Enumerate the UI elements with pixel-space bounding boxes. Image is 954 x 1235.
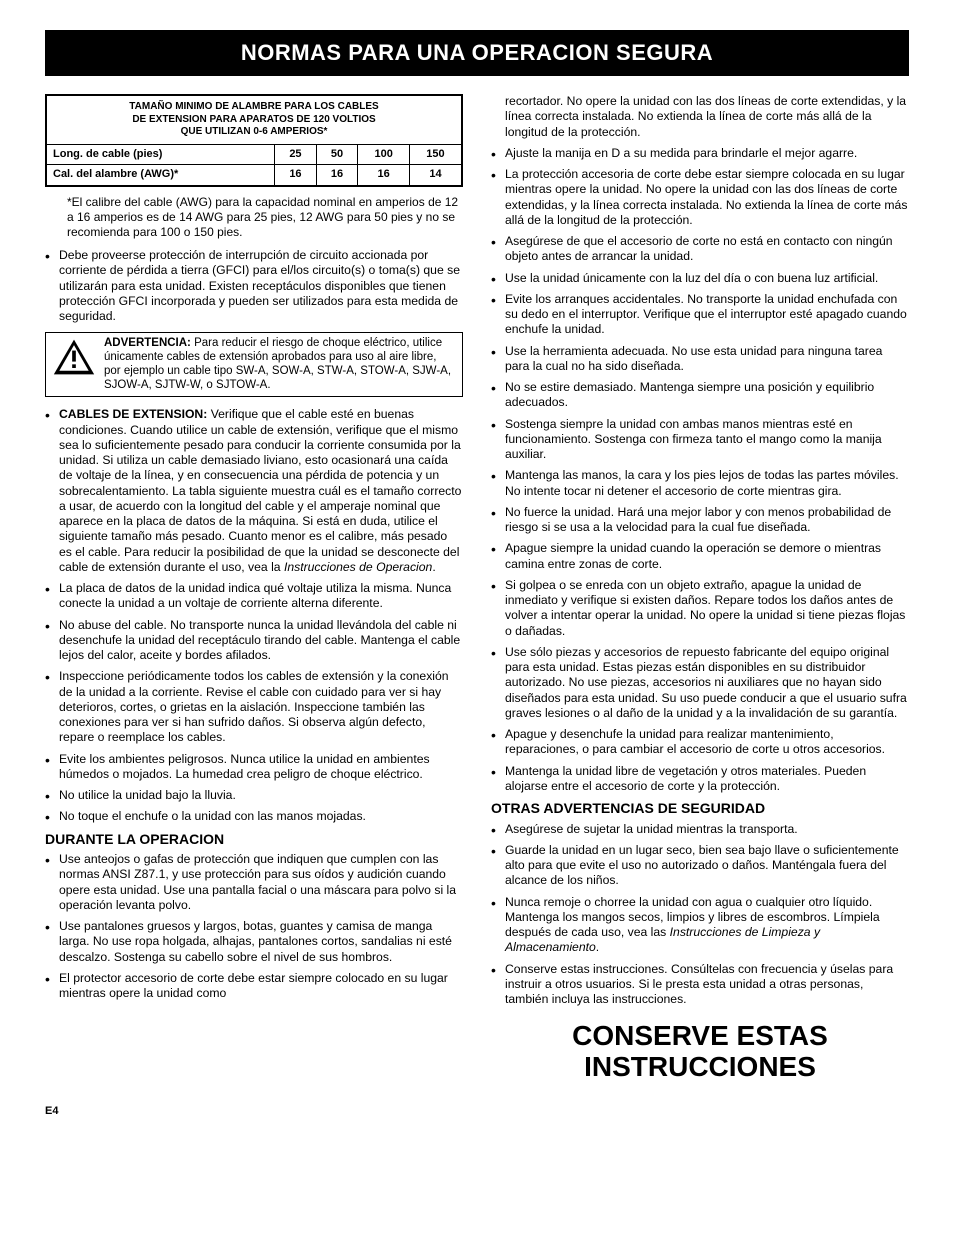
list-item: Ajuste la manija en D a su medida para b… [491, 146, 909, 161]
list-item: No se estire demasiado. Mantenga siempre… [491, 380, 909, 411]
table-cell: 14 [409, 165, 462, 186]
conserve-heading: CONSERVE ESTAS INSTRUCCIONES [491, 1021, 909, 1083]
two-column-layout: TAMAÑO MINIMO DE ALAMBRE PARA LOS CABLES… [45, 94, 909, 1083]
list-item: Sostenga siempre la unidad con ambas man… [491, 417, 909, 463]
list-item: Mantenga las manos, la cara y los pies l… [491, 468, 909, 499]
list-item: El protector accesorio de corte debe est… [45, 971, 463, 1002]
continuation-text: recortador. No opere la unidad con las d… [491, 94, 909, 140]
list-item: La protección accesoria de corte debe es… [491, 167, 909, 228]
table-cell: 100 [358, 144, 410, 165]
list-item: La placa de datos de la unidad indica qu… [45, 581, 463, 612]
table-row-label: Cal. del alambre (AWG)* [46, 165, 275, 186]
table-cell: 25 [275, 144, 317, 165]
list-item: Asegúrese de que el accesorio de corte n… [491, 234, 909, 265]
table-cell: 16 [275, 165, 317, 186]
wire-gauge-table: TAMAÑO MINIMO DE ALAMBRE PARA LOS CABLES… [45, 94, 463, 187]
table-cell: 16 [358, 165, 410, 186]
table-cell: 150 [409, 144, 462, 165]
list-item: Use pantalones gruesos y largos, botas, … [45, 919, 463, 965]
list-item: No fuerce la unidad. Hará una mejor labo… [491, 505, 909, 536]
section-heading: OTRAS ADVERTENCIAS DE SEGURIDAD [491, 800, 909, 818]
bullet-list: Use anteojos o gafas de protección que i… [45, 852, 463, 1001]
list-item: Evite los arranques accidentales. No tra… [491, 292, 909, 338]
bullet-list: Ajuste la manija en D a su medida para b… [491, 146, 909, 794]
list-item: Use sólo piezas y accesorios de repuesto… [491, 645, 909, 721]
left-column: TAMAÑO MINIMO DE ALAMBRE PARA LOS CABLES… [45, 94, 463, 1083]
table-cell: 50 [316, 144, 358, 165]
list-item: Si golpea o se enreda con un objeto extr… [491, 578, 909, 639]
list-item: CABLES DE EXTENSION: Verifique que el ca… [45, 407, 463, 575]
list-item: Inspeccione periódicamente todos los cab… [45, 669, 463, 745]
warning-text: ADVERTENCIA: Para reducir el riesgo de c… [104, 337, 456, 392]
list-item: Use la herramienta adecuada. No use esta… [491, 344, 909, 375]
warning-box: ADVERTENCIA: Para reducir el riesgo de c… [45, 332, 463, 397]
header-bar: NORMAS PARA UNA OPERACION SEGURA [45, 30, 909, 76]
list-item: Debe proveerse protección de interrupció… [45, 248, 463, 324]
table-caption: TAMAÑO MINIMO DE ALAMBRE PARA LOS CABLES… [46, 95, 462, 144]
list-item: Use anteojos o gafas de protección que i… [45, 852, 463, 913]
bullet-list: Debe proveerse protección de interrupció… [45, 248, 463, 324]
list-item: Asegúrese de sujetar la unidad mientras … [491, 822, 909, 837]
bullet-list: Asegúrese de sujetar la unidad mientras … [491, 822, 909, 1008]
list-item: Nunca remoje o chorree la unidad con agu… [491, 895, 909, 956]
table-cell: 16 [316, 165, 358, 186]
list-item: Conserve estas instrucciones. Consúltela… [491, 962, 909, 1008]
section-heading: DURANTE LA OPERACION [45, 831, 463, 849]
right-column: recortador. No opere la unidad con las d… [491, 94, 909, 1083]
page-number: E4 [45, 1105, 909, 1117]
warning-icon [52, 337, 96, 381]
list-item: Use la unidad únicamente con la luz del … [491, 271, 909, 286]
list-item: No toque el enchufe o la unidad con las … [45, 809, 463, 824]
table-footnote: *El calibre del cable (AWG) para la capa… [67, 195, 463, 240]
list-item: Apague y desenchufe la unidad para reali… [491, 727, 909, 758]
table-row-label: Long. de cable (pies) [46, 144, 275, 165]
list-item: Guarde la unidad en un lugar seco, bien … [491, 843, 909, 889]
list-item: No utilice la unidad bajo la lluvia. [45, 788, 463, 803]
list-item: Mantenga la unidad libre de vegetación y… [491, 764, 909, 795]
page-title: NORMAS PARA UNA OPERACION SEGURA [45, 40, 909, 66]
list-item: No abuse del cable. No transporte nunca … [45, 618, 463, 664]
bullet-list: CABLES DE EXTENSION: Verifique que el ca… [45, 407, 463, 824]
list-item: Apague siempre la unidad cuando la opera… [491, 541, 909, 572]
list-item: Evite los ambientes peligrosos. Nunca ut… [45, 752, 463, 783]
